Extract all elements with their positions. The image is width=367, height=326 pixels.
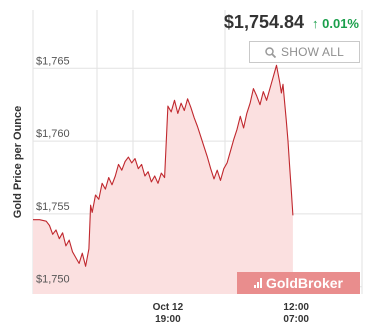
price-change: ↑ 0.01% [312,16,359,31]
price-line [33,64,294,267]
price-area [33,65,293,294]
watermark-text: GoldBroker [265,275,343,291]
arrow-up-icon: ↑ [312,16,319,31]
show-all-button[interactable]: SHOW ALL [249,41,360,63]
current-price: $1,754.84 [223,12,304,32]
y-tick-label: $1,765 [36,55,70,67]
show-all-label: SHOW ALL [281,45,344,59]
x-tick-label: 19:00 [155,314,181,325]
x-tick-label: 12:00 [283,302,309,313]
price-change-value: 0.01% [322,16,359,31]
x-tick-label: Oct 12 [153,302,184,313]
y-tick-label: $1,750 [36,274,70,286]
goldbroker-watermark: GoldBroker [237,272,360,294]
x-tick-label: 07:00 [283,314,309,325]
y-axis-label: Gold Price per Ounce [12,106,24,218]
y-tick-label: $1,755 [36,201,70,213]
zoom-icon [265,46,277,58]
price-header: $1,754.84 ↑ 0.01% [224,12,359,33]
y-tick-label: $1,760 [36,128,70,140]
bars-logo-icon [253,278,262,288]
